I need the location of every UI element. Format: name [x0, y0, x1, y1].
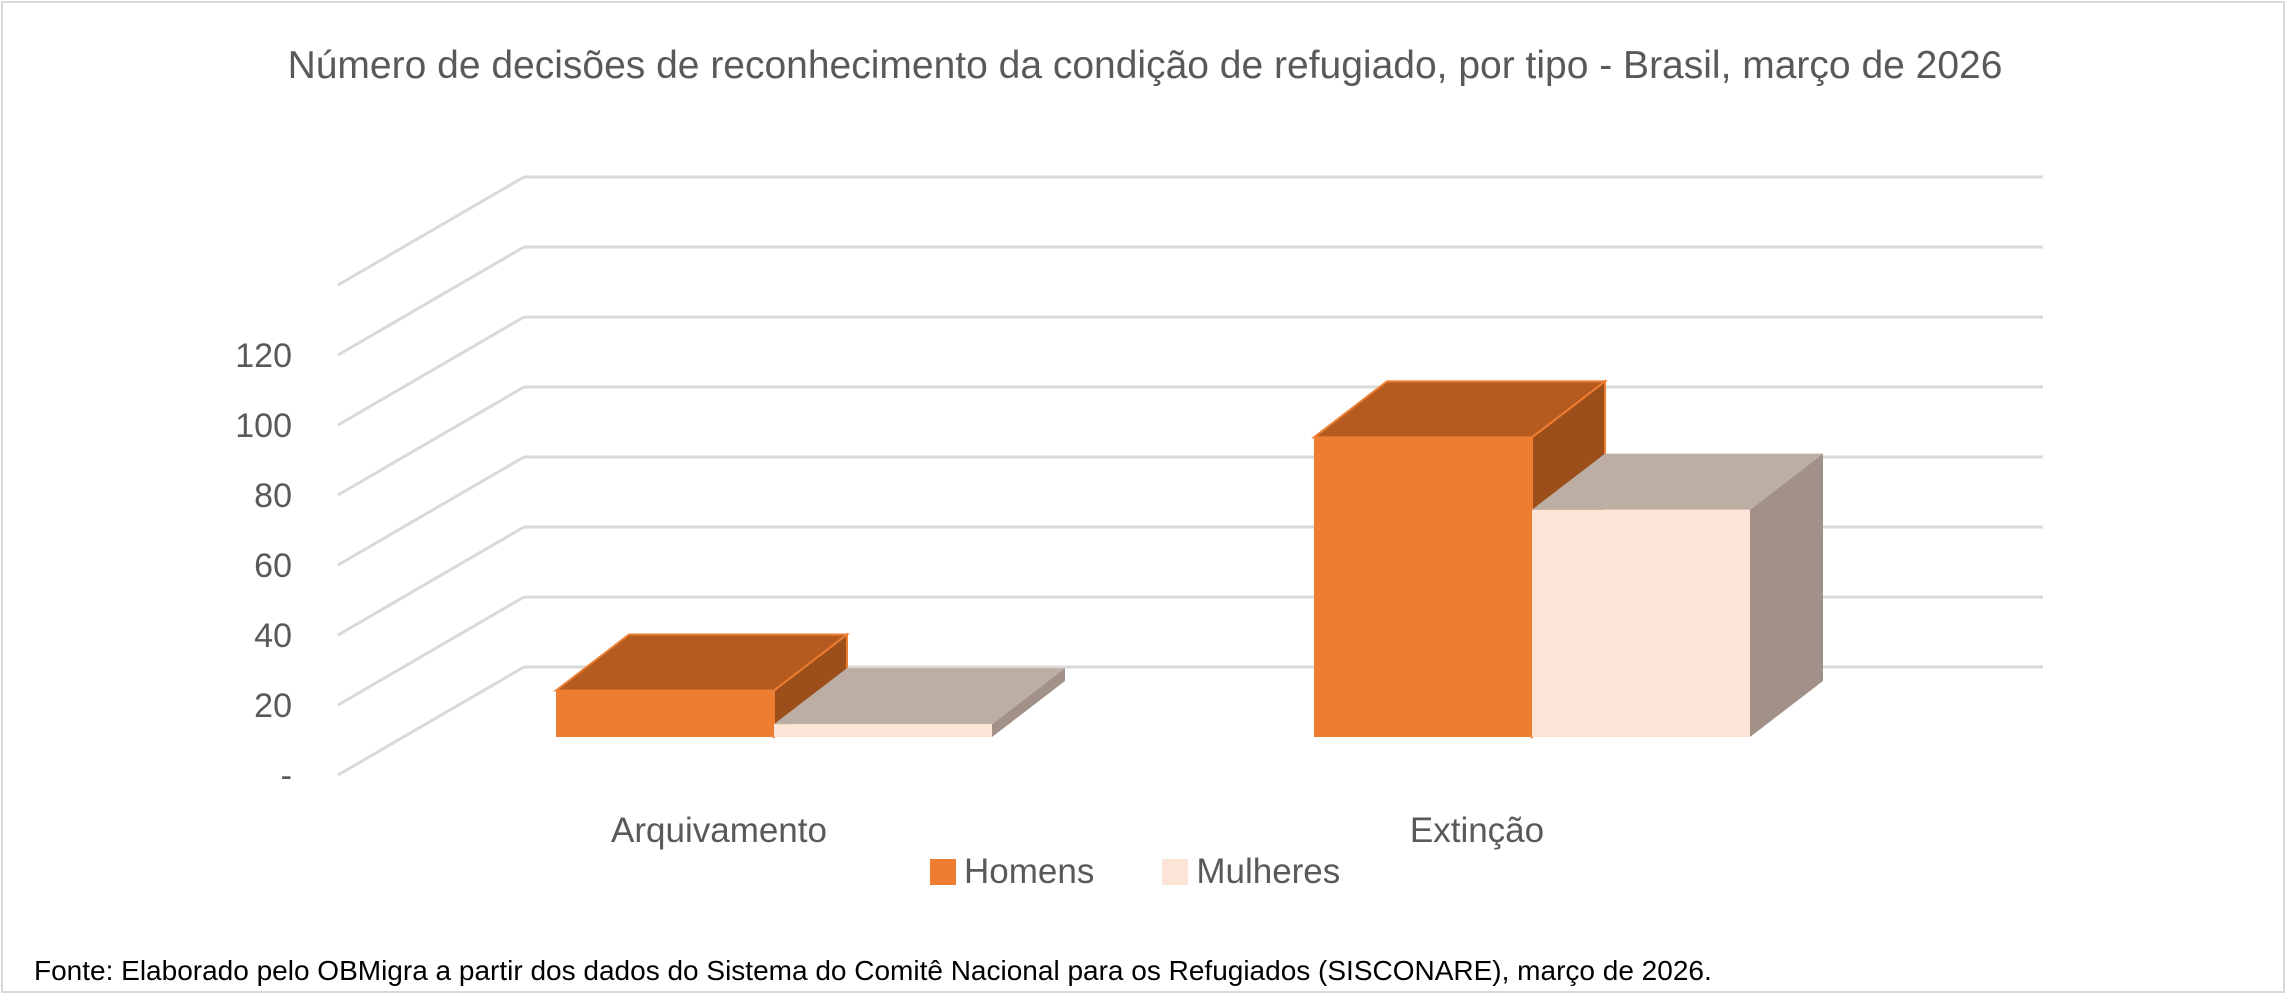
bar-side — [1750, 453, 1823, 737]
y-tick-label: - — [281, 757, 292, 795]
bar-front — [1532, 509, 1750, 737]
bar-front — [556, 690, 774, 737]
legend-label-mulheres: Mulheres — [1196, 852, 1341, 891]
y-tick-label: 100 — [235, 407, 292, 445]
gridline-side — [337, 665, 525, 777]
bar-side — [992, 668, 1065, 737]
x-axis-categories: Arquivamento Extinção — [611, 811, 1544, 850]
legend-label-homens: Homens — [964, 852, 1095, 891]
bar-top — [774, 668, 1065, 725]
legend-swatch-homens — [930, 859, 956, 885]
gridline-side — [337, 245, 525, 357]
bar-front — [1314, 437, 1532, 737]
y-tick-label: 120 — [235, 337, 292, 375]
gridline-side — [337, 315, 525, 427]
bar-mulheres-extinção — [1532, 453, 1823, 737]
gridline-side — [337, 455, 525, 567]
chart-title: Número de decisões de reconhecimento da … — [287, 44, 2003, 87]
gridline-side — [337, 525, 525, 637]
bar-mulheres-arquivamento — [774, 668, 1065, 737]
gridline-side — [337, 595, 525, 707]
bar-top — [1532, 453, 1823, 510]
y-tick-label: 80 — [254, 477, 292, 515]
legend-swatch-mulheres — [1162, 859, 1189, 885]
x-category-label: Extinção — [1410, 811, 1544, 850]
gridline-side — [337, 175, 525, 287]
x-category-label: Arquivamento — [611, 811, 827, 850]
y-tick-label: 40 — [254, 617, 292, 655]
y-tick-label: 60 — [254, 547, 292, 585]
y-axis-ticks: - 20 40 60 80 100 120 — [235, 337, 292, 795]
legend-item-homens: Homens — [930, 852, 1094, 892]
bar-front — [774, 724, 992, 737]
gridline-side — [337, 385, 525, 497]
legend-item-mulheres: Mulheres — [1162, 852, 1340, 892]
legend: Homens Mulheres — [930, 852, 1408, 892]
source-note: Fonte: Elaborado pelo OBMigra a partir d… — [34, 955, 1712, 986]
y-tick-label: 20 — [254, 687, 292, 725]
chart-bars — [553, 379, 1823, 740]
